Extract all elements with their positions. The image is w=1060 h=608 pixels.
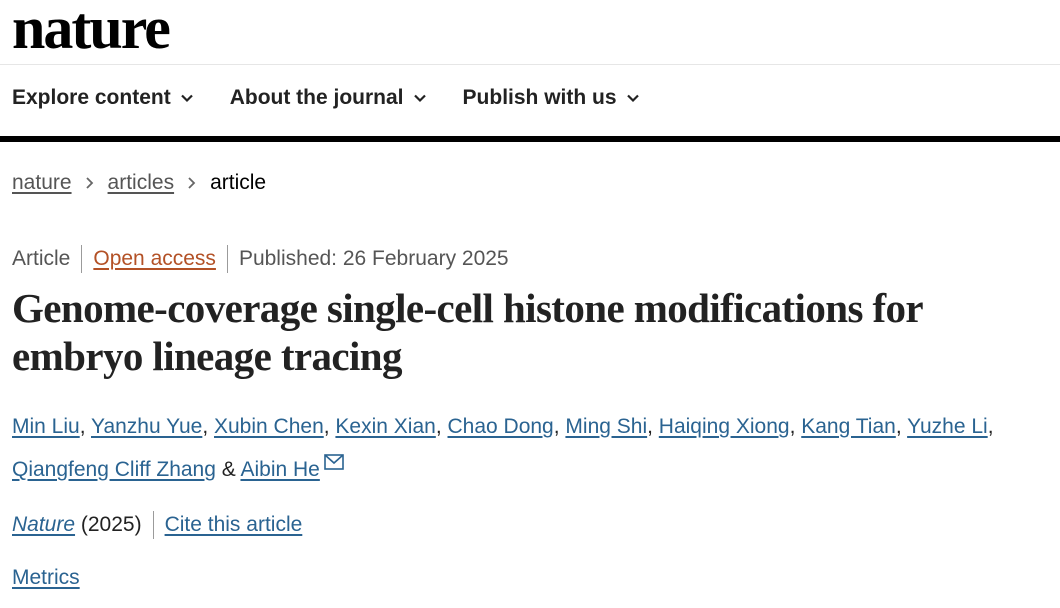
chevron-down-icon <box>180 94 193 103</box>
author-conjunction: & <box>221 458 236 481</box>
chevron-right-icon <box>85 177 93 189</box>
nav-about-journal[interactable]: About the journal <box>230 86 427 110</box>
nav-publish-with-us[interactable]: Publish with us <box>463 86 640 110</box>
nature-logo[interactable]: nature <box>12 0 171 61</box>
chevron-down-icon <box>413 94 426 103</box>
meta-divider <box>226 245 228 273</box>
chevron-down-icon <box>626 94 639 103</box>
author-list: Min Liu, Yanzhu Yue, Xubin Chen, Kexin X… <box>12 415 994 481</box>
author-link[interactable]: Kexin Xian <box>335 415 436 438</box>
nav-explore-content[interactable]: Explore content <box>12 86 194 110</box>
author-link[interactable]: Ming Shi <box>565 415 648 438</box>
nav-bottom-bar <box>0 136 1060 142</box>
journal-link[interactable]: Nature <box>12 513 76 536</box>
chevron-right-icon <box>188 177 196 189</box>
mail-icon[interactable] <box>324 454 344 470</box>
open-access-link[interactable]: Open access <box>93 247 216 270</box>
author-link[interactable]: Yuzhe Li <box>907 415 988 438</box>
published-date: Published: 26 February 2025 <box>238 247 509 270</box>
metrics-link[interactable]: Metrics <box>12 566 80 589</box>
breadcrumb-articles-link[interactable]: articles <box>107 171 175 194</box>
nav-about-journal-label: About the journal <box>229 86 404 109</box>
author-link[interactable]: Min Liu <box>12 415 80 438</box>
author-link[interactable]: Haiqing Xiong <box>658 415 790 438</box>
article-title: Genome-coverage single-cell histone modi… <box>12 285 923 379</box>
breadcrumb-nature-link[interactable]: nature <box>12 171 72 194</box>
cite-article-link[interactable]: Cite this article <box>164 513 303 536</box>
breadcrumb-current: article <box>210 171 267 194</box>
article-type: Article <box>12 247 71 270</box>
citation-divider <box>152 511 154 539</box>
main-nav: Explore content About the journal Publis… <box>12 86 676 110</box>
author-link[interactable]: Kang Tian <box>801 415 896 438</box>
nav-publish-with-us-label: Publish with us <box>462 86 617 109</box>
author-link[interactable]: Aibin He <box>240 458 320 481</box>
author-link[interactable]: Yanzhu Yue <box>91 415 203 438</box>
meta-divider <box>81 245 83 273</box>
header-divider <box>0 64 1060 65</box>
author-link[interactable]: Qiangfeng Cliff Zhang <box>12 458 216 481</box>
breadcrumb: nature articles article <box>12 171 266 195</box>
author-link[interactable]: Xubin Chen <box>214 415 324 438</box>
citation-line: Nature (2025) Cite this article <box>12 511 302 539</box>
article-meta: Article Open access Published: 26 Februa… <box>12 245 509 273</box>
publication-year: (2025) <box>80 513 142 536</box>
nav-explore-content-label: Explore content <box>12 86 171 109</box>
author-link[interactable]: Chao Dong <box>447 415 554 438</box>
